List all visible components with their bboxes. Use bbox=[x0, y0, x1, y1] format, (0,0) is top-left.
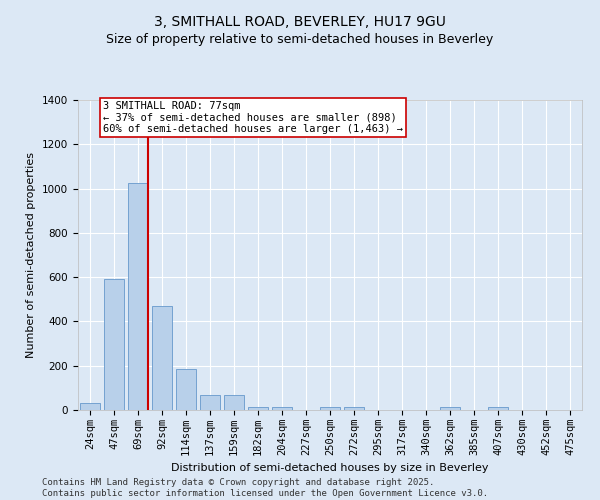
Text: Contains HM Land Registry data © Crown copyright and database right 2025.
Contai: Contains HM Land Registry data © Crown c… bbox=[42, 478, 488, 498]
Bar bbox=[104, 280, 124, 410]
Text: 3 SMITHALL ROAD: 77sqm
← 37% of semi-detached houses are smaller (898)
60% of se: 3 SMITHALL ROAD: 77sqm ← 37% of semi-det… bbox=[103, 101, 403, 134]
Bar bbox=[80, 404, 100, 410]
Text: 3, SMITHALL ROAD, BEVERLEY, HU17 9GU: 3, SMITHALL ROAD, BEVERLEY, HU17 9GU bbox=[154, 15, 446, 29]
Bar bbox=[200, 394, 220, 410]
Bar bbox=[320, 406, 340, 410]
Bar bbox=[224, 394, 244, 410]
Bar bbox=[248, 406, 268, 410]
Bar bbox=[488, 406, 508, 410]
Bar bbox=[344, 406, 364, 410]
Text: Size of property relative to semi-detached houses in Beverley: Size of property relative to semi-detach… bbox=[106, 32, 494, 46]
Bar bbox=[152, 306, 172, 410]
X-axis label: Distribution of semi-detached houses by size in Beverley: Distribution of semi-detached houses by … bbox=[171, 464, 489, 473]
Y-axis label: Number of semi-detached properties: Number of semi-detached properties bbox=[26, 152, 37, 358]
Bar bbox=[272, 406, 292, 410]
Bar bbox=[128, 183, 148, 410]
Bar bbox=[440, 406, 460, 410]
Bar bbox=[176, 369, 196, 410]
